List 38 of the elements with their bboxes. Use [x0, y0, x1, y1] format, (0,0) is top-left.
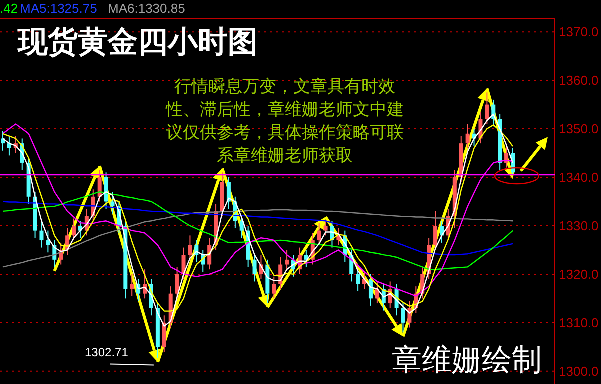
y-tick-label: 1360.0 [559, 73, 599, 88]
candlestick [240, 216, 244, 239]
annotation: 系章维姗老师获取 [217, 146, 353, 166]
candlestick [40, 220, 44, 248]
candlestick [285, 250, 290, 270]
candlestick [466, 124, 470, 149]
annotation: 性、滞后性，章维姗老师文中建 [165, 100, 404, 120]
candlestick [434, 210, 438, 251]
annotation: 议仅供参考，具体操作策略可联 [166, 123, 404, 143]
candlestick [46, 230, 50, 254]
candlestick [110, 192, 115, 214]
annotation: 章维姗绘制 [392, 343, 542, 378]
candlestick [226, 177, 231, 210]
candlestick [317, 223, 322, 246]
chart-title: 现货黄金四小时图 [17, 25, 258, 60]
candlestick [72, 218, 76, 242]
y-tick-label: 1330.0 [559, 218, 599, 234]
candlestick [188, 235, 192, 260]
candlestick [324, 220, 328, 236]
text: MA5:1325.75 [20, 1, 98, 16]
y-tick-label: 1340.0 [559, 170, 599, 186]
candlestick [401, 303, 406, 334]
y-tick-label: 1370.0 [559, 24, 599, 40]
candlestick [252, 254, 257, 282]
y-tick-label: 1320.0 [559, 267, 599, 282]
candlestick [356, 269, 360, 292]
annotation: 1302.71 [85, 345, 129, 360]
y-tick-label: 1310.0 [559, 315, 599, 330]
annotation: 行情瞬息万变，文章具有时效 [174, 77, 396, 97]
candlestick [485, 92, 490, 125]
y-tick-label: 1300.0 [559, 364, 599, 379]
candlestick [175, 266, 180, 300]
candlestick [130, 274, 134, 297]
y-tick-label: 1350.0 [559, 122, 599, 137]
candlestick [272, 276, 276, 300]
text: .42 [0, 1, 18, 16]
candlestick [304, 250, 308, 268]
text: MA6:1330.85 [108, 1, 186, 16]
